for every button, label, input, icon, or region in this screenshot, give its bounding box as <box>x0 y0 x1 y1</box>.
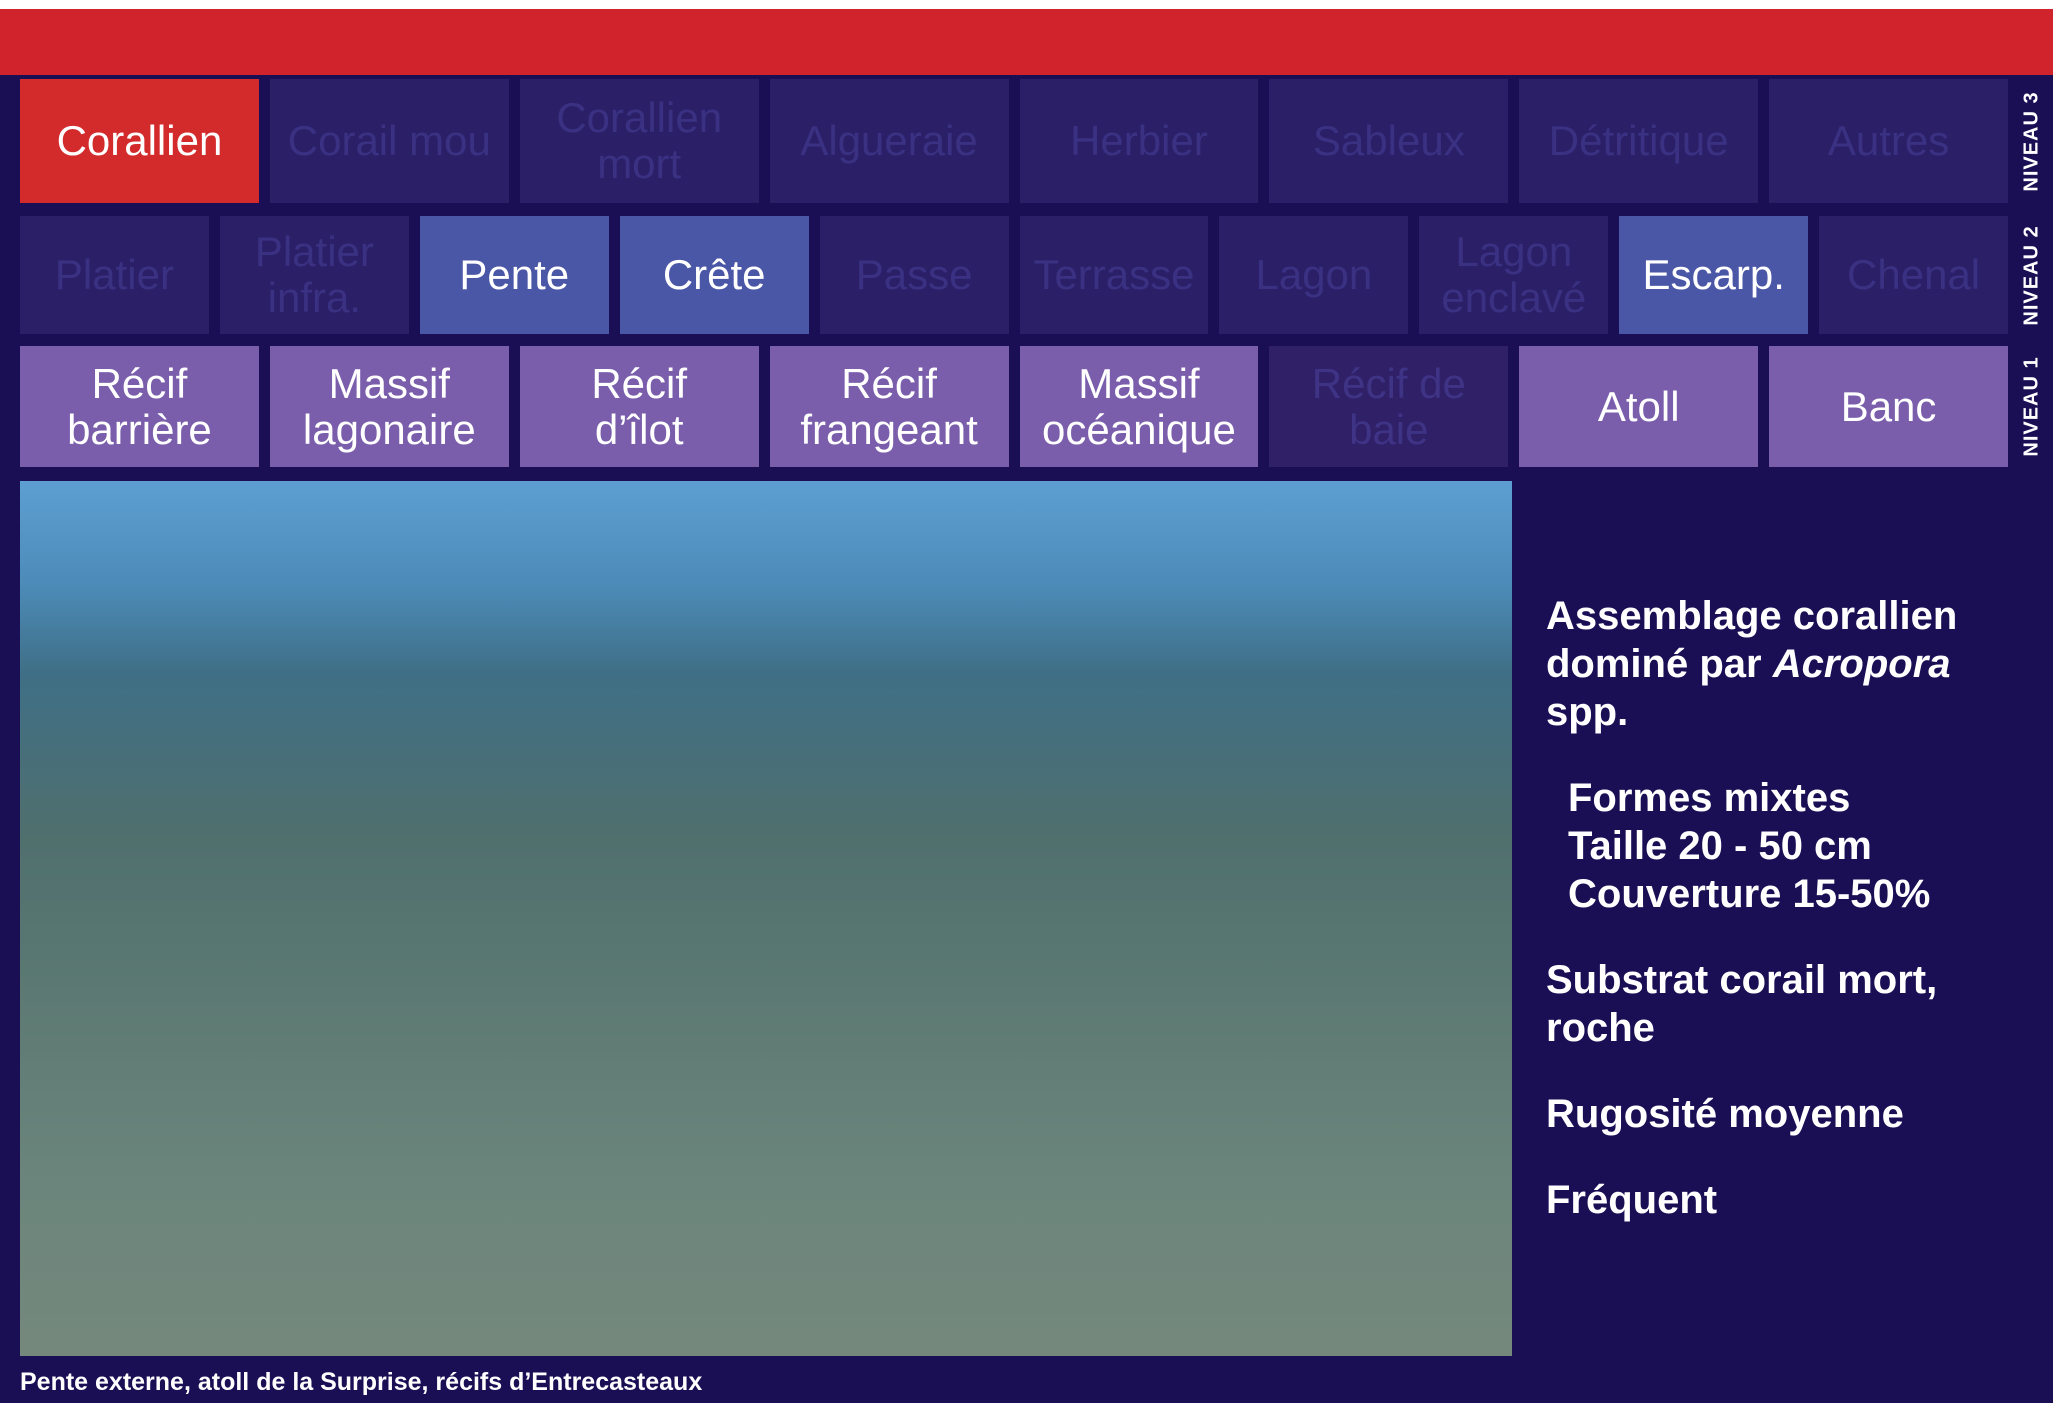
category-button[interactable]: Chenal <box>1819 216 2008 334</box>
category-button[interactable]: Lagon <box>1219 216 1408 334</box>
top-bar <box>0 9 2053 75</box>
heading-text: spp. <box>1546 690 1628 734</box>
category-button[interactable]: Algueraie <box>770 79 1009 203</box>
frequency: Fréquent <box>1546 1176 2016 1224</box>
category-button[interactable]: Récif frangeant <box>770 346 1009 467</box>
category-button[interactable]: Massif lagonaire <box>270 346 509 467</box>
category-button[interactable]: Platier infra. <box>220 216 409 334</box>
category-button[interactable]: Récif de baie <box>1269 346 1508 467</box>
category-button[interactable]: Platier <box>20 216 209 334</box>
detail-line: Formes mixtes <box>1568 774 2016 822</box>
heading: Assemblage corallien dominé par Acropora… <box>1546 592 2016 736</box>
substrate: Substrat corail mort, roche <box>1546 956 2016 1052</box>
category-button[interactable]: Détritique <box>1519 79 1758 203</box>
category-button[interactable]: Massif océanique <box>1020 346 1259 467</box>
level-name: NIVEAU 2 <box>2021 225 2044 325</box>
category-button[interactable]: Escarp. <box>1619 216 1808 334</box>
category-button[interactable]: Atoll <box>1519 346 1758 467</box>
level-label: NIVEAU 2 <box>2012 216 2052 334</box>
category-button[interactable]: Pente <box>420 216 609 334</box>
level-name: NIVEAU 3 <box>2021 91 2044 191</box>
detail-line: Taille 20 - 50 cm <box>1568 822 2016 870</box>
level-label: NIVEAU 3 <box>2012 79 2052 203</box>
level-label: NIVEAU 1 <box>2012 346 2052 467</box>
caption: Pente externe, atoll de la Surprise, réc… <box>20 1368 702 1397</box>
category-button[interactable]: Sableux <box>1269 79 1508 203</box>
level-name: NIVEAU 1 <box>2021 356 2044 456</box>
rugosity: Rugosité moyenne <box>1546 1090 2016 1138</box>
category-button[interactable]: Récif barrière <box>20 346 259 467</box>
category-button[interactable]: Lagon enclavé <box>1419 216 1608 334</box>
heading-italic: Acropora <box>1773 642 1951 686</box>
photo <box>20 481 1512 1356</box>
info-panel: Assemblage corallien dominé par Acropora… <box>1546 592 2016 1262</box>
category-button[interactable]: Corallien <box>20 79 259 203</box>
category-button[interactable]: Terrasse <box>1020 216 1209 334</box>
category-button[interactable]: Récif d’îlot <box>520 346 759 467</box>
page: CorallienCorail mouCorallien mortAlguera… <box>0 0 2053 1403</box>
category-button[interactable]: Corallien mort <box>520 79 759 203</box>
category-button[interactable]: Herbier <box>1020 79 1259 203</box>
category-button[interactable]: Passe <box>820 216 1009 334</box>
category-button[interactable]: Banc <box>1769 346 2008 467</box>
category-button[interactable]: Corail mou <box>270 79 509 203</box>
category-button[interactable]: Crête <box>620 216 809 334</box>
detail-line: Couverture 15-50% <box>1568 870 2016 918</box>
category-button[interactable]: Autres <box>1769 79 2008 203</box>
